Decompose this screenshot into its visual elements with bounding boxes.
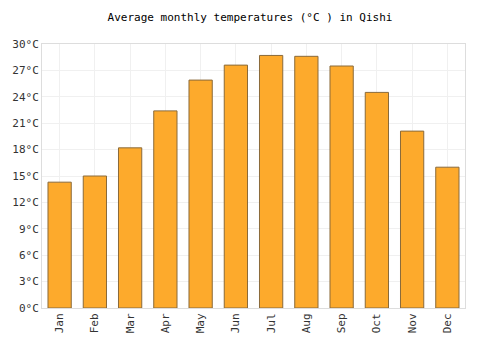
svg-text:Oct: Oct [370, 313, 383, 333]
svg-text:Mar: Mar [124, 313, 137, 333]
svg-text:Jan: Jan [53, 313, 66, 333]
svg-text:9°C: 9°C [19, 223, 39, 236]
svg-text:Sep: Sep [335, 313, 348, 333]
svg-text:27°C: 27°C [12, 64, 39, 77]
svg-text:18°C: 18°C [12, 143, 39, 156]
svg-text:May: May [194, 313, 207, 333]
svg-text:6°C: 6°C [19, 249, 39, 262]
svg-text:24°C: 24°C [12, 91, 39, 104]
svg-text:15°C: 15°C [12, 170, 39, 183]
svg-text:3°C: 3°C [19, 275, 39, 288]
svg-text:Nov: Nov [406, 313, 419, 333]
svg-text:Apr: Apr [159, 313, 172, 333]
svg-text:30°C: 30°C [12, 38, 39, 51]
svg-text:Dec: Dec [441, 313, 454, 333]
svg-text:21°C: 21°C [12, 117, 39, 130]
svg-text:0°C: 0°C [19, 302, 39, 315]
svg-text:Jun: Jun [229, 313, 242, 333]
svg-text:Feb: Feb [88, 313, 101, 333]
svg-text:Aug: Aug [300, 313, 313, 333]
svg-text:Average monthly temperatures (: Average monthly temperatures (°C ) in Qi… [108, 11, 393, 24]
svg-text:12°C: 12°C [12, 196, 39, 209]
svg-text:Jul: Jul [265, 313, 278, 333]
